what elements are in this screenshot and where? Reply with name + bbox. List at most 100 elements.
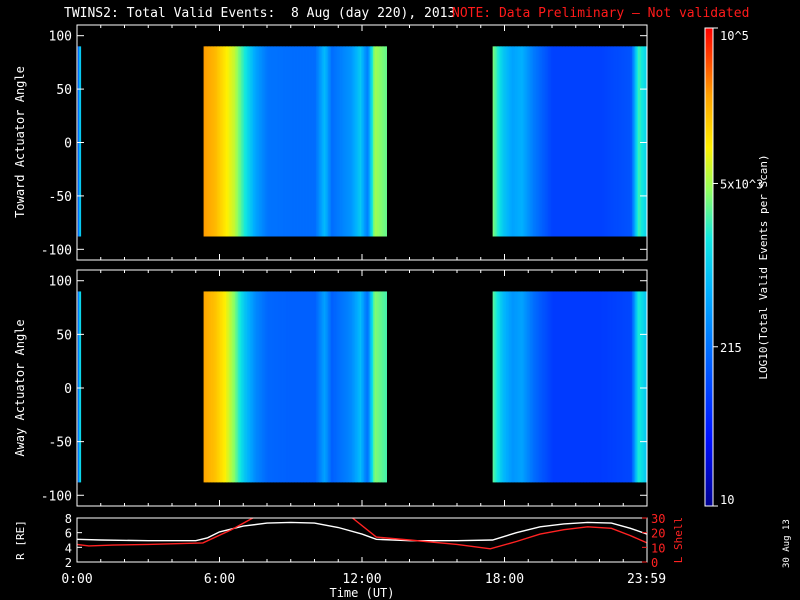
away-column: [494, 291, 497, 483]
toward-column: [579, 46, 582, 237]
away-column: [311, 291, 314, 483]
away-column: [512, 291, 515, 483]
toward-column: [266, 46, 269, 237]
away-column: [212, 291, 215, 483]
lshell-axis-label: L Shell: [672, 517, 685, 563]
toward-column: [567, 46, 570, 237]
away-column: [382, 291, 384, 483]
toward-column: [504, 46, 507, 237]
away-column: [262, 291, 264, 483]
toward-column: [611, 46, 614, 237]
toward-column: [629, 46, 632, 237]
away-column: [379, 291, 381, 483]
away-column: [352, 291, 354, 483]
r-series-line: [76, 521, 648, 542]
toward-column: [263, 46, 266, 237]
toward-column: [498, 46, 501, 237]
away-column: [205, 291, 207, 483]
lshell-ytick-label: 30: [651, 512, 665, 526]
toward-column: [548, 46, 551, 237]
toward-column: [238, 46, 240, 237]
away-ytick-label: 0: [64, 382, 72, 397]
away-column: [542, 291, 545, 483]
toward-column: [334, 46, 336, 237]
toward-column: [591, 46, 594, 237]
toward-column: [347, 46, 350, 237]
time-xtick-label: 12:00: [342, 572, 381, 587]
toward-column: [385, 46, 387, 237]
toward-column: [325, 46, 327, 237]
toward-column: [373, 46, 375, 237]
toward-column: [552, 46, 555, 237]
toward-column: [602, 46, 605, 237]
away-column: [569, 291, 572, 483]
away-column: [618, 291, 621, 483]
r-axis-label: R [RE]: [14, 520, 27, 560]
toward-column: [235, 46, 237, 237]
away-column: [555, 291, 558, 483]
away-column: [344, 291, 347, 483]
colorbar-frame: [704, 27, 714, 507]
away-column: [632, 291, 635, 483]
away-column: [289, 291, 291, 483]
away-column: [554, 291, 557, 483]
away-column: [371, 291, 374, 483]
toward-column: [292, 46, 294, 237]
away-column: [335, 291, 338, 483]
away-column: [516, 291, 519, 483]
toward-column: [344, 46, 347, 237]
away-column: [361, 291, 363, 483]
away-column: [498, 291, 501, 483]
away-column: [561, 291, 564, 483]
title-text: TWINS2: Total Valid Events: 8 Aug (day 2…: [64, 6, 456, 21]
r-ytick-label: 4: [65, 541, 72, 555]
toward-column: [516, 46, 519, 237]
toward-column: [549, 46, 552, 237]
lshell-series-line: [76, 517, 254, 547]
away-column: [373, 291, 375, 483]
toward-column: [569, 46, 572, 237]
toward-column: [377, 46, 380, 237]
away-column: [314, 291, 317, 483]
toward-column: [370, 46, 372, 237]
toward-column: [335, 46, 338, 237]
toward-column: [211, 46, 213, 237]
away-column: [551, 291, 554, 483]
toward-column: [630, 46, 633, 237]
away-column: [235, 291, 237, 483]
away-column: [218, 291, 221, 483]
colorbar-tick-label: 10: [720, 493, 734, 507]
toward-column: [346, 46, 348, 237]
away-column: [253, 291, 255, 483]
toward-column: [590, 46, 593, 237]
toward-column: [274, 46, 276, 237]
time-xtick-label: 6:00: [204, 572, 235, 587]
away-column: [600, 291, 603, 483]
toward-heatmap: [77, 46, 648, 237]
away-column: [203, 291, 206, 483]
toward-column: [597, 46, 600, 237]
away-column: [304, 291, 306, 483]
away-column: [229, 291, 231, 483]
lshell-series-line: [352, 517, 648, 550]
away-column: [257, 291, 260, 483]
away-column: [630, 291, 633, 483]
away-column: [548, 291, 551, 483]
toward-column: [500, 46, 503, 237]
away-column: [215, 291, 218, 483]
away-column: [263, 291, 266, 483]
away-ytick-label: -50: [49, 436, 72, 451]
toward-column: [585, 46, 588, 237]
away-column: [319, 291, 321, 483]
away-heatmap: [77, 291, 648, 483]
toward-column: [250, 46, 252, 237]
away-column: [524, 291, 527, 483]
toward-column: [217, 46, 219, 237]
toward-column: [515, 46, 518, 237]
away-column: [329, 291, 332, 483]
away-column: [220, 291, 222, 483]
away-column: [557, 291, 560, 483]
toward-column: [506, 46, 509, 237]
away-column: [287, 291, 290, 483]
away-column: [534, 291, 537, 483]
